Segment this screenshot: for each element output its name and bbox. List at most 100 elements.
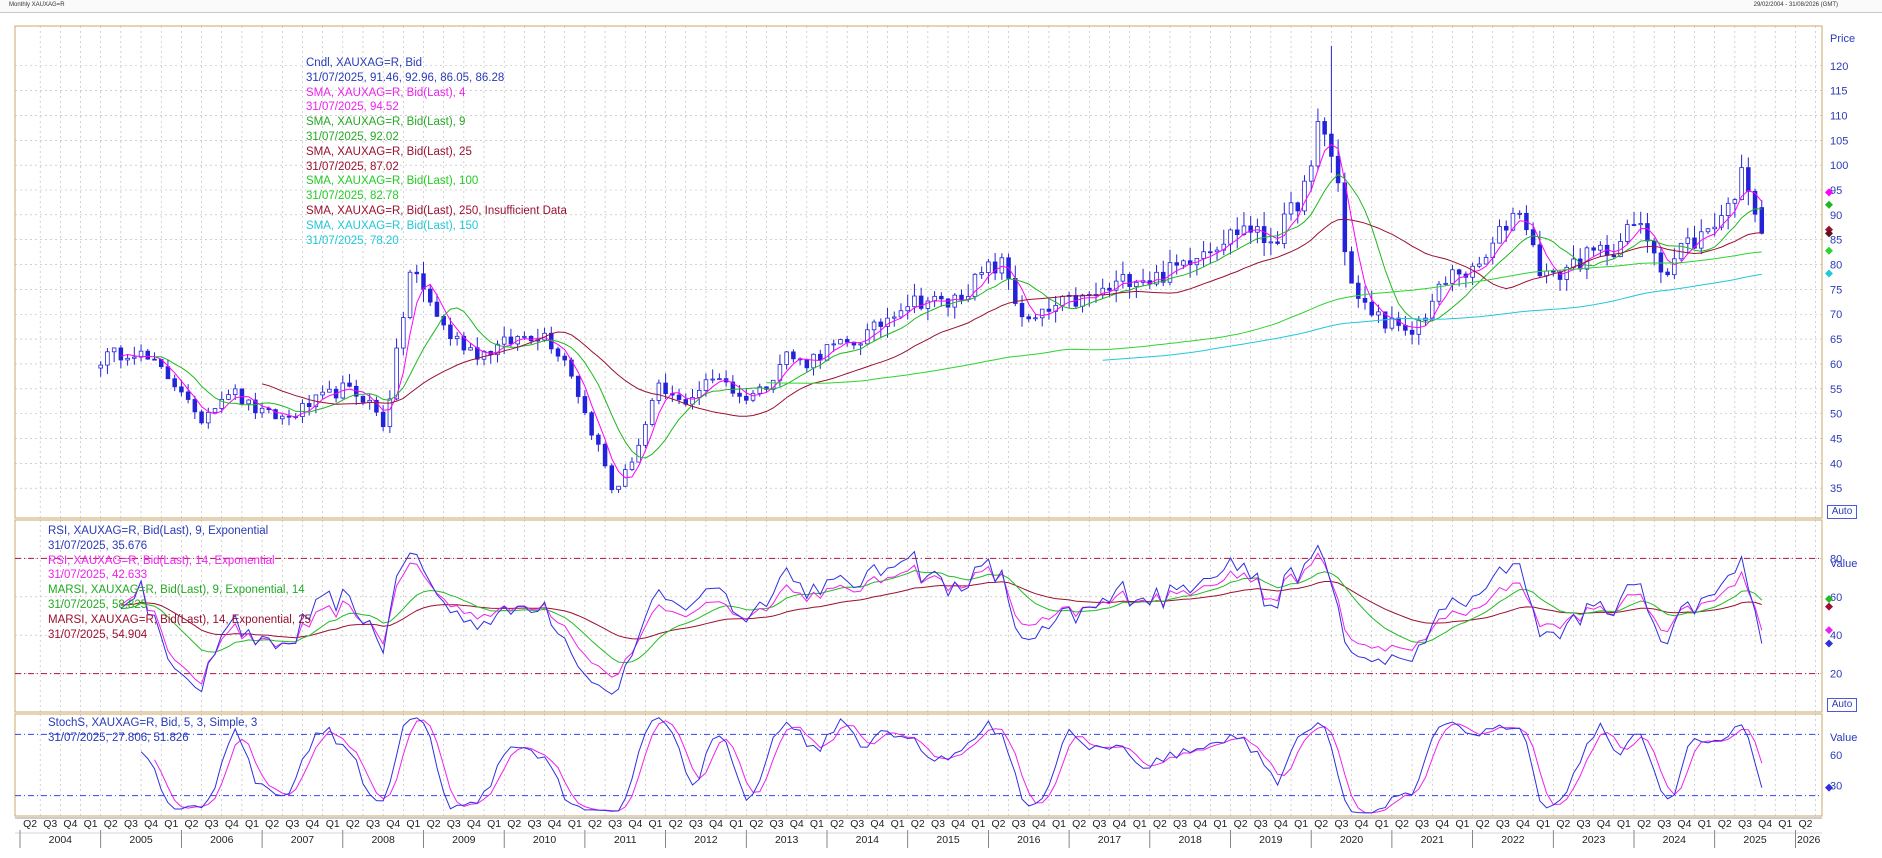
year-label: 2021 xyxy=(1421,834,1445,846)
candle-body xyxy=(1537,244,1543,277)
candle-body xyxy=(461,335,467,351)
quarter-label: Q1 xyxy=(1213,818,1227,830)
quarter-label: Q3 xyxy=(43,818,57,830)
candle-body xyxy=(206,411,211,424)
price-legend-line: 31/07/2025, 91.46, 92.96, 86.05, 86.28 xyxy=(306,71,505,84)
candle-body xyxy=(259,407,265,414)
candle-body xyxy=(703,379,709,391)
candle-body xyxy=(1167,262,1173,283)
quarter-label: Q1 xyxy=(568,818,582,830)
candle-body xyxy=(1201,251,1206,259)
price-panel[interactable] xyxy=(98,45,1765,494)
quarter-label: Q4 xyxy=(1758,818,1772,830)
quarter-label: Q3 xyxy=(124,818,138,830)
year-label: 2015 xyxy=(936,834,960,846)
price-tick-label: 120 xyxy=(1830,61,1848,73)
candle-body xyxy=(730,381,736,394)
quarter-label: Q3 xyxy=(447,818,461,830)
rsi-legend-line: MARSI, XAUXAG=R, Bid(Last), 9, Exponenti… xyxy=(48,584,305,597)
price-legend-line: 31/07/2025, 92.02 xyxy=(306,130,399,143)
candle-body xyxy=(1174,262,1179,266)
candle-body xyxy=(1134,281,1139,287)
candle-body xyxy=(1335,155,1341,184)
candle-body xyxy=(1214,249,1220,253)
quarter-label: Q4 xyxy=(1113,818,1127,830)
year-label: 2010 xyxy=(533,834,557,846)
candle-body xyxy=(912,295,917,308)
year-label: 2004 xyxy=(49,834,73,846)
rsi-auto-button[interactable]: Auto xyxy=(1827,698,1857,712)
quarter-label: Q2 xyxy=(1718,818,1732,830)
window-header: Monthly XAUXAG=R 29/02/2004 - 31/08/2026… xyxy=(0,0,1882,13)
year-label: 2008 xyxy=(371,834,395,846)
candle-body xyxy=(609,465,615,491)
candle-body xyxy=(1322,121,1327,135)
quarter-label: Q2 xyxy=(265,818,279,830)
candle-body xyxy=(152,358,157,361)
quarter-label: Q3 xyxy=(850,818,864,830)
rsi-legend-line: 31/07/2025, 35.676 xyxy=(48,539,148,552)
price-legend-line: SMA, XAUXAG=R, Bid(Last), 250, Insuffici… xyxy=(306,204,567,217)
candle-body xyxy=(1033,317,1038,320)
quarter-label: Q3 xyxy=(285,818,299,830)
quarter-label: Q4 xyxy=(1677,818,1691,830)
candle-body xyxy=(616,485,621,491)
candle-body xyxy=(1261,226,1267,244)
candle-body xyxy=(1288,202,1294,215)
candle-body xyxy=(145,350,151,360)
candle-body xyxy=(858,343,863,346)
candle-body xyxy=(1362,298,1368,303)
candle-body xyxy=(784,351,789,365)
price-tick-label: 115 xyxy=(1830,86,1848,98)
candle-body xyxy=(1369,301,1374,316)
candle-body xyxy=(327,388,332,393)
candle-body xyxy=(1436,283,1442,302)
candle-body xyxy=(1450,269,1455,284)
candle-body xyxy=(172,378,177,388)
price-tick-label: 40 xyxy=(1830,458,1842,470)
quarter-label: Q3 xyxy=(1012,818,1026,830)
price-tick-label: 100 xyxy=(1830,160,1848,172)
candle-body xyxy=(132,356,137,359)
rsi-panel[interactable] xyxy=(15,544,1822,695)
candle-body xyxy=(596,434,601,445)
candle-body xyxy=(710,378,715,381)
price-tick-label: 110 xyxy=(1830,110,1848,122)
rsi-axis-title: Value xyxy=(1830,558,1858,570)
candle-body xyxy=(1719,215,1724,228)
candle-body xyxy=(945,298,951,308)
stoch-tick-label: 60 xyxy=(1830,750,1842,762)
candle-body xyxy=(676,394,682,400)
candle-body xyxy=(791,351,796,360)
stoch-legend-line: 31/07/2025, 27.806, 51.826 xyxy=(48,731,189,744)
quarter-label: Q4 xyxy=(1435,818,1449,830)
candle-body xyxy=(1241,225,1247,235)
candle-body xyxy=(528,336,534,342)
candle-body xyxy=(374,399,379,413)
quarter-label: Q3 xyxy=(608,818,622,830)
candle-body xyxy=(1725,202,1731,216)
candle-body xyxy=(952,294,958,308)
price-auto-button[interactable]: Auto xyxy=(1827,505,1857,519)
price-axis-title: Price xyxy=(1830,33,1856,45)
candle-body xyxy=(992,261,998,274)
marsi-25-line xyxy=(120,581,1762,640)
candle-body xyxy=(434,301,440,317)
candle-body xyxy=(575,375,581,397)
candle-body xyxy=(1503,225,1509,231)
quarter-label: Q4 xyxy=(467,818,481,830)
candle-body xyxy=(1376,311,1381,316)
candle-body xyxy=(481,350,487,360)
sma-9-line xyxy=(154,173,1762,459)
year-label: 2005 xyxy=(129,834,153,846)
quarter-label: Q3 xyxy=(527,818,541,830)
candle-body xyxy=(582,396,588,414)
chart-area[interactable]: 35 40 45 50 55 60 65 70 75 80 85 90 95 100 105 110 115 12… xyxy=(0,12,1882,858)
sma-100-marker xyxy=(1825,246,1833,255)
price-legend-line: SMA, XAUXAG=R, Bid(Last), 100 xyxy=(306,175,479,188)
stoch-panel[interactable] xyxy=(15,717,1822,814)
price-tick-label: 45 xyxy=(1830,433,1842,445)
quarter-label: Q3 xyxy=(931,818,945,830)
quarter-label: Q3 xyxy=(1577,818,1591,830)
marsi9-marker xyxy=(1825,595,1833,604)
